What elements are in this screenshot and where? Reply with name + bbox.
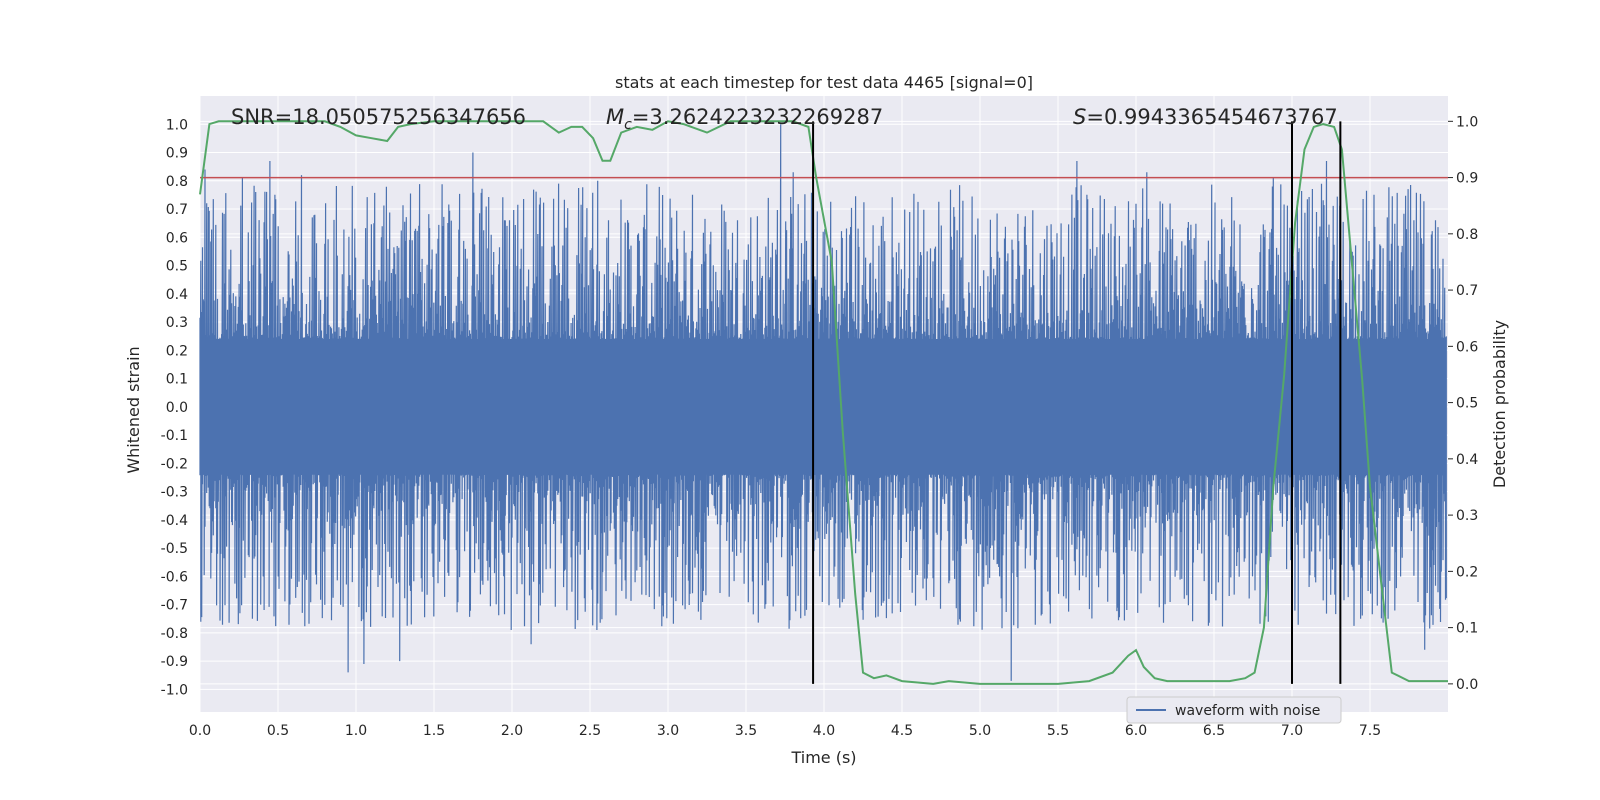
y-tick-label: -0.1	[161, 428, 188, 444]
x-tick-label: 7.5	[1359, 723, 1381, 739]
snr-annotation: SNR=18.050575256347656	[231, 105, 526, 129]
y-tick-label: 0.2	[166, 343, 188, 359]
y-tick-label: 0.8	[166, 174, 188, 190]
y-tick-label: 0.0	[166, 400, 188, 416]
x-tick-label: 0.5	[267, 723, 289, 739]
x-tick-label: 4.5	[891, 723, 913, 739]
y-tick-label: 1.0	[166, 117, 188, 133]
y2-tick-label: 0.2	[1456, 564, 1478, 580]
y-tick-label: 0.9	[166, 146, 188, 162]
x-tick-label: 7.0	[1281, 723, 1303, 739]
chirp-mass-value: =3.2624223232269287	[632, 105, 883, 129]
chirp-mass-annotation: Mc=3.2624223232269287	[606, 105, 883, 133]
x-tick-label: 0.0	[189, 723, 211, 739]
waveform-series	[199, 124, 1447, 681]
y-tick-label: -0.4	[161, 513, 188, 529]
x-tick-label: 2.0	[501, 723, 523, 739]
y2-tick-label: 0.1	[1456, 621, 1478, 637]
x-ticks: 0.0 0.5 1.0 1.5 2.0 2.5 3.0 3.5 4.0 4.5 5.0 5.5 6.0 6…	[189, 723, 1381, 739]
y2-tick-label: 0.8	[1456, 227, 1478, 243]
y-tick-label: -1.0	[161, 682, 188, 698]
y2-tick-label: 0.7	[1456, 283, 1478, 299]
y2-tick-label: 0.6	[1456, 339, 1478, 355]
y-tick-label: -0.2	[161, 456, 188, 472]
s-annotation: S=0.9943365454673767	[1073, 105, 1338, 129]
x-tick-label: 4.0	[813, 723, 835, 739]
x-tick-label: 5.5	[1047, 723, 1069, 739]
x-tick-label: 1.0	[345, 723, 367, 739]
x-tick-label: 3.0	[657, 723, 679, 739]
legend: waveform with noise	[1126, 696, 1342, 724]
y2-tick-label: 0.4	[1456, 452, 1478, 468]
x-tick-label: 3.5	[735, 723, 757, 739]
y-tick-label: -0.8	[161, 626, 188, 642]
y-tick-label: -0.6	[161, 569, 188, 585]
y-ticks: 1.0 0.9 0.8 0.7 0.6 0.5 0.4 0.3 0.2 0.1 0.0 -0.1 -0.…	[161, 117, 188, 698]
x-axis-label: Time (s)	[790, 748, 856, 767]
detection-probability-line	[199, 120, 1448, 685]
x-tick-label: 6.0	[1125, 723, 1147, 739]
y2-ticks: 1.0 0.9 0.8 0.7 0.6 0.5 0.4 0.3 0.2 0.1 0.0	[1448, 114, 1478, 693]
y-tick-label: 0.6	[166, 230, 188, 246]
y2-tick-label: 0.3	[1456, 508, 1478, 524]
chirp-mass-symbol: M	[606, 105, 624, 129]
x-tick-label: 5.0	[969, 723, 991, 739]
y-tick-label: 0.3	[166, 315, 188, 331]
chart-title: stats at each timestep for test data 446…	[615, 73, 1033, 92]
s-value: =0.9943365454673767	[1086, 105, 1337, 129]
y2-tick-label: 0.9	[1456, 171, 1478, 187]
legend-label-waveform: waveform with noise	[1175, 703, 1320, 719]
y-tick-label: 0.4	[166, 287, 188, 303]
x-tick-label: 6.5	[1203, 723, 1225, 739]
y-tick-label: 0.5	[166, 259, 188, 275]
legend-box	[1126, 696, 1342, 724]
vertical-markers	[812, 121, 1342, 684]
y2-tick-label: 0.5	[1456, 396, 1478, 412]
y-tick-label: -0.7	[161, 598, 188, 614]
y-tick-label: -0.5	[161, 541, 188, 557]
waveform-trace	[199, 124, 1447, 681]
chirp-mass-subscript: c	[624, 117, 632, 133]
y-axis-label: Whitened strain	[124, 346, 143, 473]
x-tick-label: 1.5	[423, 723, 445, 739]
y-tick-label: 0.7	[166, 202, 188, 218]
y-tick-label: -0.9	[161, 654, 188, 670]
y-tick-label: -0.3	[161, 485, 188, 501]
s-symbol: S	[1073, 105, 1086, 129]
y-tick-label: 0.1	[166, 372, 188, 388]
y2-axis-label: Detection probability	[1490, 320, 1509, 488]
y2-tick-label: 1.0	[1456, 114, 1478, 130]
y2-tick-label: 0.0	[1456, 677, 1478, 693]
x-tick-label: 2.5	[579, 723, 601, 739]
detection-probability-series	[199, 120, 1448, 685]
